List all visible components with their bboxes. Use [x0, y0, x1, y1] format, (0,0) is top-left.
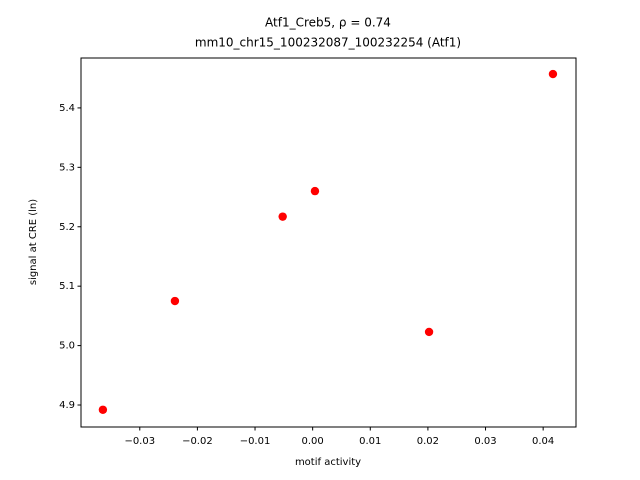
plot-frame — [80, 57, 577, 428]
point — [424, 327, 434, 337]
point — [98, 405, 108, 414]
y-tick-label: 5.0 — [59, 341, 75, 352]
chart-title: Atf1_Creb5, ρ = 0.74 — [265, 16, 391, 30]
y-axis-label: signal at CRE (ln) — [28, 199, 39, 285]
x-tick-label: 0.01 — [359, 436, 381, 447]
y-tick-label: 5.1 — [59, 281, 75, 292]
x-tick-label: 0.00 — [302, 436, 324, 447]
x-tick-label: −0.03 — [124, 436, 155, 447]
x-tick-label: 0.02 — [417, 436, 439, 447]
point — [548, 69, 558, 79]
point — [310, 186, 320, 196]
chart-subtitle: mm10_chr15_100232087_100232254 (Atf1) — [195, 36, 461, 50]
y-tick-label: 5.3 — [59, 162, 75, 173]
x-tick-label: −0.01 — [240, 436, 271, 447]
x-tick-label: 0.03 — [474, 436, 496, 447]
y-tick-label: 4.9 — [59, 400, 75, 411]
point — [278, 212, 287, 221]
y-tick-label: 5.4 — [59, 103, 75, 114]
point — [170, 296, 180, 306]
x-tick-label: 0.04 — [532, 436, 554, 447]
x-axis-label: motif activity — [295, 457, 361, 468]
y-tick-label: 5.2 — [59, 222, 75, 233]
x-tick-label: −0.02 — [182, 436, 213, 447]
